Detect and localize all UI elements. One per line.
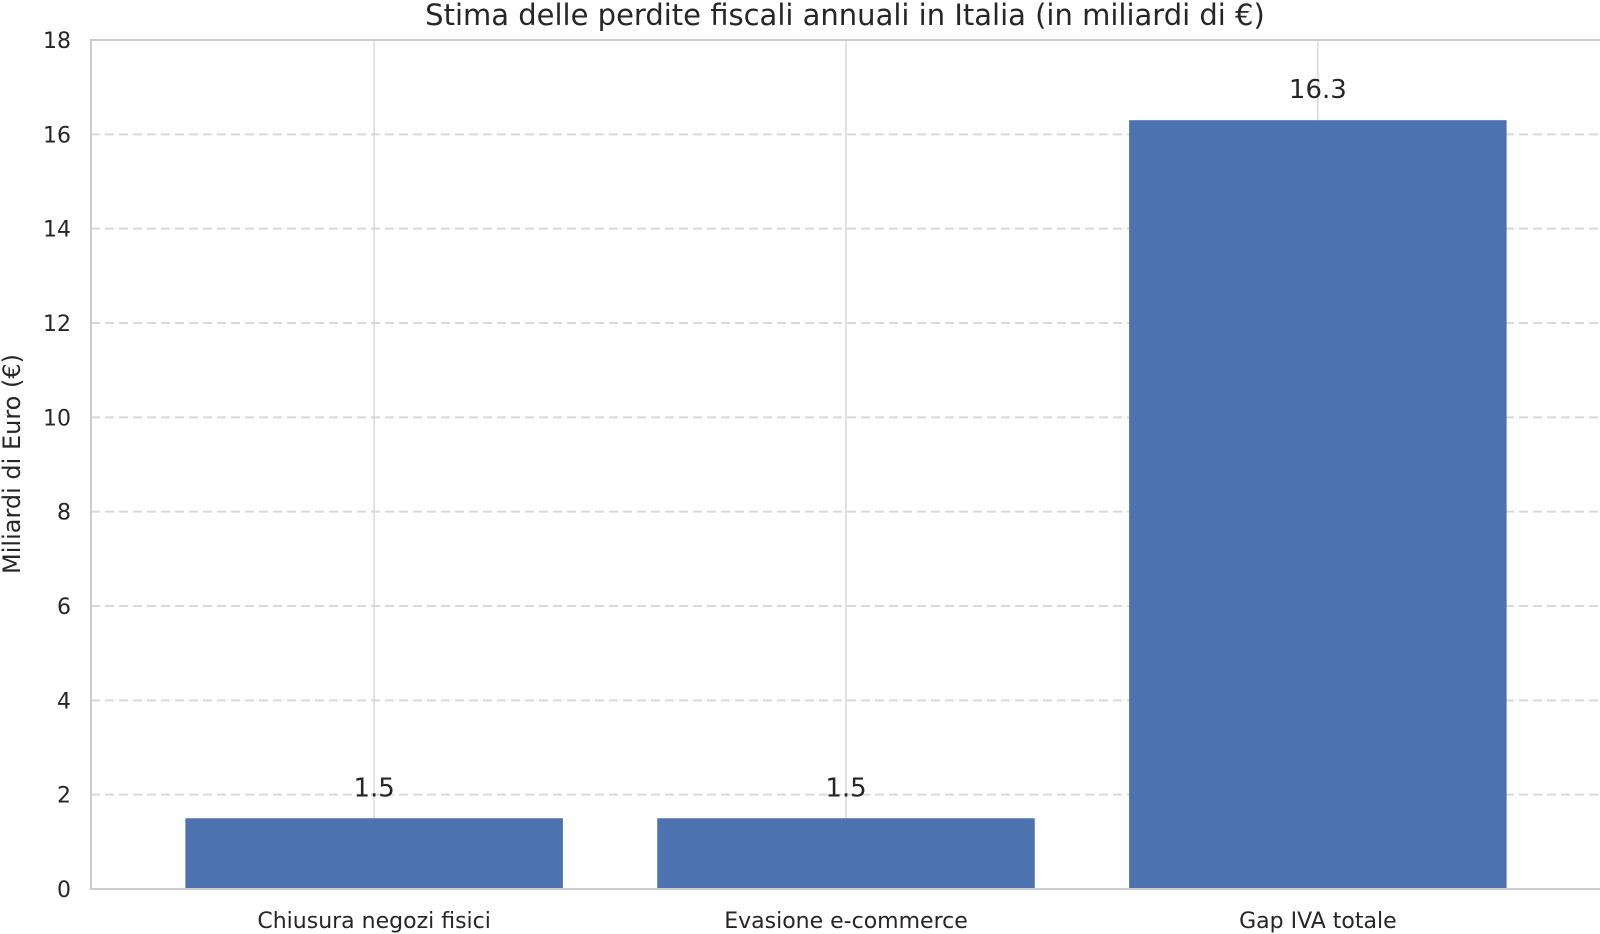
y-axis-ticks: 0 2 4 6 8 10 12 14 16 18 — [43, 29, 71, 903]
x-tick-label: Gap IVA totale — [1239, 909, 1397, 934]
y-tick-label: 18 — [43, 29, 71, 54]
x-tick-label: Evasione e-commerce — [724, 909, 968, 934]
y-tick-label: 2 — [57, 784, 71, 809]
data-label: 16.3 — [1289, 75, 1347, 105]
y-tick-label: 12 — [43, 312, 71, 337]
bar-1 — [185, 818, 563, 889]
chart-title: Stima delle perdite fiscali annuali in I… — [425, 0, 1265, 32]
y-tick-label: 0 — [57, 878, 71, 903]
x-tick-label: Chiusura negozi fisici — [257, 909, 490, 934]
y-tick-label: 14 — [43, 218, 71, 243]
y-tick-label: 8 — [57, 501, 71, 526]
bar-2 — [657, 818, 1035, 889]
data-label: 1.5 — [825, 773, 866, 803]
data-labels: 1.5 1.5 16.3 — [353, 75, 1346, 803]
plot-frame — [90, 39, 1600, 890]
y-tick-label: 16 — [43, 123, 71, 148]
data-label: 1.5 — [353, 773, 394, 803]
bars — [185, 120, 1507, 889]
y-tick-label: 4 — [57, 689, 71, 714]
x-axis-ticks: Chiusura negozi fisici Evasione e-commerc… — [257, 909, 1396, 934]
y-tick-label: 6 — [57, 595, 71, 620]
y-tick-label: 10 — [43, 406, 71, 431]
bar-3 — [1129, 120, 1507, 889]
y-axis-label: Miliardi di Euro (€) — [0, 354, 26, 574]
